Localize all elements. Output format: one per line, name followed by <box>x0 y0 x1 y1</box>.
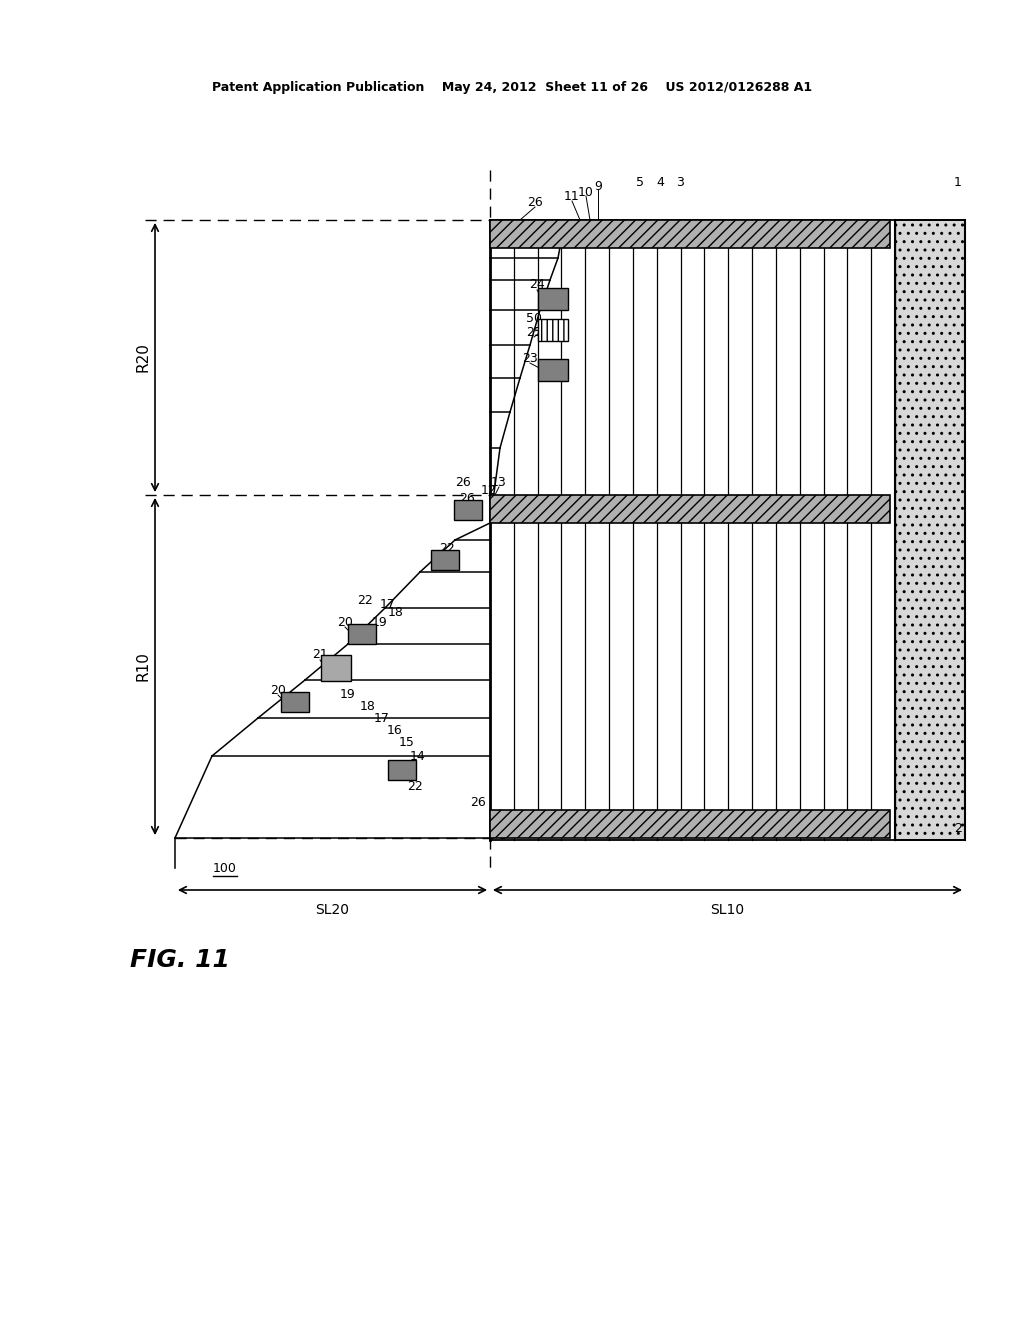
Text: 26: 26 <box>470 796 485 808</box>
Text: 19: 19 <box>340 689 356 701</box>
Text: FIG. 11: FIG. 11 <box>130 948 229 972</box>
Bar <box>348 624 376 644</box>
Text: 22: 22 <box>439 541 455 554</box>
Text: 3: 3 <box>676 177 684 190</box>
Text: 20: 20 <box>337 615 353 628</box>
Text: 18: 18 <box>360 700 376 713</box>
Text: 5: 5 <box>636 177 644 190</box>
Bar <box>490 220 890 248</box>
Text: 22: 22 <box>357 594 373 606</box>
Text: R10: R10 <box>135 651 151 681</box>
Text: Patent Application Publication    May 24, 2012  Sheet 11 of 26    US 2012/012628: Patent Application Publication May 24, 2… <box>212 82 812 95</box>
Text: 12: 12 <box>481 483 497 496</box>
Text: 17: 17 <box>374 711 390 725</box>
Text: 4: 4 <box>656 177 664 190</box>
Text: 15: 15 <box>399 737 415 750</box>
Text: 2: 2 <box>954 821 962 834</box>
Bar <box>538 288 568 310</box>
Text: SL10: SL10 <box>710 903 744 917</box>
Bar <box>388 760 416 780</box>
Bar <box>281 692 309 711</box>
Bar <box>431 550 459 570</box>
Text: 21: 21 <box>312 648 328 661</box>
Text: 7: 7 <box>517 820 525 833</box>
Text: 6: 6 <box>535 820 542 833</box>
Text: 24: 24 <box>529 279 545 292</box>
Text: 1: 1 <box>954 177 962 190</box>
Text: 22: 22 <box>408 780 423 792</box>
Bar <box>490 810 890 838</box>
Text: 20: 20 <box>270 684 286 697</box>
Bar <box>538 359 568 381</box>
Text: 9: 9 <box>594 180 602 193</box>
Bar <box>454 500 482 520</box>
Bar <box>490 495 890 523</box>
Text: 14: 14 <box>411 751 426 763</box>
Text: 13: 13 <box>492 475 507 488</box>
Text: 18: 18 <box>388 606 403 619</box>
Text: 8: 8 <box>499 820 507 833</box>
Text: 25: 25 <box>526 326 542 338</box>
Bar <box>895 220 965 840</box>
Text: 26: 26 <box>527 197 543 210</box>
Text: 100: 100 <box>213 862 237 874</box>
Text: 17: 17 <box>380 598 396 610</box>
Text: 16: 16 <box>387 723 402 737</box>
Text: 26: 26 <box>459 491 475 504</box>
Text: 11: 11 <box>564 190 580 203</box>
Bar <box>321 655 351 681</box>
Text: SL20: SL20 <box>315 903 349 917</box>
Bar <box>538 319 568 341</box>
Text: 26: 26 <box>455 475 471 488</box>
Text: 23: 23 <box>522 351 538 364</box>
Text: R20: R20 <box>135 342 151 372</box>
Text: 50: 50 <box>526 312 542 325</box>
Text: 10: 10 <box>579 186 594 198</box>
Text: 19: 19 <box>372 615 388 628</box>
